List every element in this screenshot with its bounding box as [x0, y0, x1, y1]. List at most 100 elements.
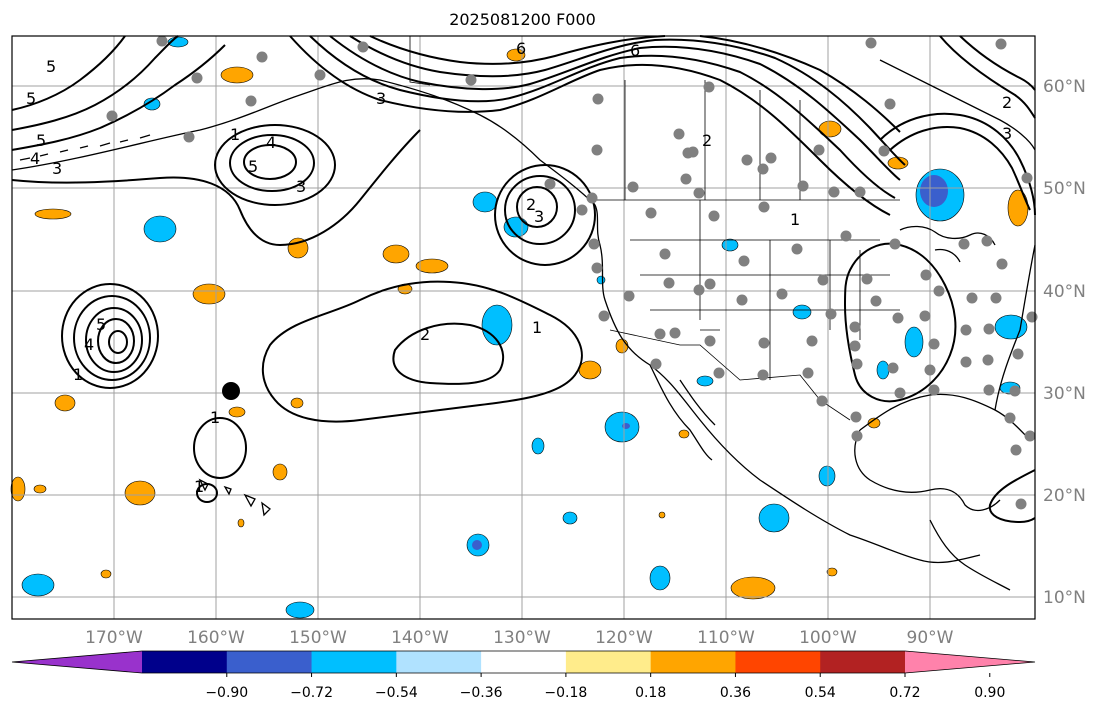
- contour-label: 5: [36, 131, 46, 150]
- lon-label: 150°W: [289, 628, 347, 648]
- lon-label: 120°W: [595, 628, 653, 648]
- contour-label: 5: [248, 157, 258, 176]
- contour-label: 5: [46, 57, 56, 76]
- latitude-labels: 60°N 50°N 40°N 30°N 20°N 10°N: [1043, 77, 1086, 608]
- anomaly-blob: [143, 215, 177, 243]
- contour-label: 1: [532, 318, 542, 337]
- contour-label: 3: [1002, 124, 1012, 143]
- anomaly-blob: [285, 601, 315, 619]
- map-frame: [11, 35, 1036, 620]
- lon-label: 140°W: [391, 628, 449, 648]
- contour-label: 2: [702, 131, 712, 150]
- anomaly-blob: [696, 375, 714, 387]
- contour-5: [108, 330, 128, 354]
- colorbar-swatch: [820, 651, 906, 673]
- station-dots: [106, 35, 1038, 510]
- anomaly-blob: [506, 48, 526, 62]
- contour-band: [939, 35, 1036, 119]
- contour-2: [392, 322, 505, 385]
- anomaly-blob: [415, 258, 449, 274]
- anomaly-blob: [21, 573, 55, 597]
- contour-band: [879, 112, 1036, 216]
- colorbar-tick-label: −0.18: [544, 685, 587, 701]
- contour-label: 4: [30, 149, 40, 168]
- anomaly-blob: [578, 360, 602, 380]
- colorbar-swatch: [396, 651, 482, 673]
- colorbar-swatch: [565, 651, 652, 673]
- colorbar-tick-label: 0.36: [720, 685, 751, 701]
- colorbar-swatch: [311, 651, 397, 673]
- anomaly-blob: [100, 569, 112, 579]
- contour-1: [196, 483, 218, 503]
- coastline-path: [929, 519, 1011, 591]
- anomaly-blob: [826, 567, 838, 577]
- anomaly-blob: [143, 97, 161, 111]
- anomaly-blob: [562, 511, 578, 525]
- colorbar-tick-label: −0.72: [290, 685, 333, 701]
- contour-band: [329, 35, 901, 181]
- anomaly-blob: [730, 576, 776, 600]
- contour-5: [243, 144, 297, 180]
- contour-label: 4: [84, 335, 94, 354]
- contour-label: 5: [26, 89, 36, 108]
- coastline-path: [854, 393, 1031, 512]
- lake-path: [934, 248, 961, 263]
- anomaly-blob: [758, 503, 790, 533]
- contour-2: [504, 175, 576, 245]
- colorbar-outline: [11, 650, 1036, 674]
- coastline-path: [11, 78, 981, 564]
- anomaly-blob: [904, 326, 924, 358]
- contour-1: [843, 242, 957, 403]
- contour-band: [11, 35, 179, 131]
- anomaly-blob: [220, 66, 254, 84]
- contour-label: 2: [420, 325, 430, 344]
- contour-label: 6: [630, 41, 640, 60]
- contour-band: [369, 35, 666, 65]
- anomaly-blob: [34, 208, 72, 220]
- location-marker[interactable]: [222, 382, 240, 400]
- contour-1: [261, 280, 583, 423]
- anomaly-blob: [792, 304, 812, 320]
- colorbar-tick-label: 0.54: [805, 685, 836, 701]
- anomaly-blob: [818, 465, 836, 487]
- contour-band: [11, 35, 126, 111]
- anomaly-blob: [481, 304, 513, 346]
- contour-labels: 5 5 5 4 3 4 5 3 6 6 3 2 1 2 3 1 2 1 5 4 …: [26, 39, 1012, 496]
- lon-label: 160°W: [187, 628, 245, 648]
- anomaly-blob: [54, 394, 76, 412]
- longitude-labels: 170°W 160°W 150°W 140°W 130°W 120°W 110°…: [85, 628, 954, 648]
- aleutian-islands: [19, 134, 151, 161]
- anomaly-blob: [228, 406, 246, 418]
- map-panel[interactable]: 5 5 5 4 3 4 5 3 6 6 3 2 1 2 3 1 2 1 5 4 …: [10, 35, 1038, 620]
- lat-label: 10°N: [1043, 588, 1086, 608]
- colorbar-extend-high: [905, 651, 1035, 673]
- colorbar: −0.90 −0.72 −0.54 −0.36 −0.18 0.18 0.36 0.54 0.7…: [11, 650, 1036, 701]
- anomaly-blob: [237, 518, 245, 528]
- colorbar-tick-label: 0.90: [974, 685, 1005, 701]
- anomaly-blob: [867, 417, 881, 429]
- map-background: [12, 36, 1035, 619]
- positive-anomaly-areas: [10, 48, 1029, 600]
- contour-3: [214, 124, 336, 206]
- lat-label: 50°N: [1043, 179, 1086, 199]
- contour-label: 4: [266, 133, 276, 152]
- contour-band: [699, 35, 901, 133]
- colorbar-swatch: [226, 651, 313, 673]
- contour-band: [889, 126, 1031, 211]
- colorbar-tick-label: 0.72: [889, 685, 920, 701]
- contour-3: [516, 186, 558, 228]
- anomaly-blob: [678, 429, 690, 439]
- anomaly-blob: [472, 191, 498, 213]
- anomaly-blob: [124, 480, 156, 506]
- colorbar-tick-label: 0.18: [635, 685, 666, 701]
- contour-4: [97, 318, 135, 364]
- anomaly-blob: [1007, 189, 1029, 227]
- contour-label: 3: [376, 89, 386, 108]
- contour-1: [61, 283, 159, 389]
- coastlines: [11, 59, 1036, 591]
- border-path: [624, 80, 801, 200]
- contour-label: 5: [96, 315, 106, 334]
- contour-label: 3: [52, 159, 62, 178]
- coastline-path: [879, 59, 1036, 151]
